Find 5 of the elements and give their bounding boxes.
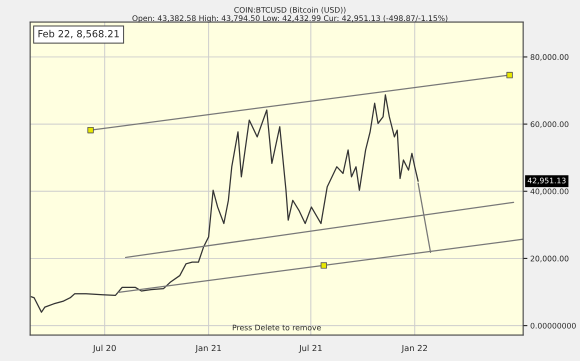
- x-tick-label: Jul 20: [92, 344, 116, 353]
- annotation: Feb 22, 8,568.21: [38, 30, 119, 38]
- x-tick-label: Jul 21: [298, 344, 322, 353]
- x-tick-label: Jan 22: [401, 344, 427, 353]
- x-tick-label: Jan 21: [195, 344, 221, 353]
